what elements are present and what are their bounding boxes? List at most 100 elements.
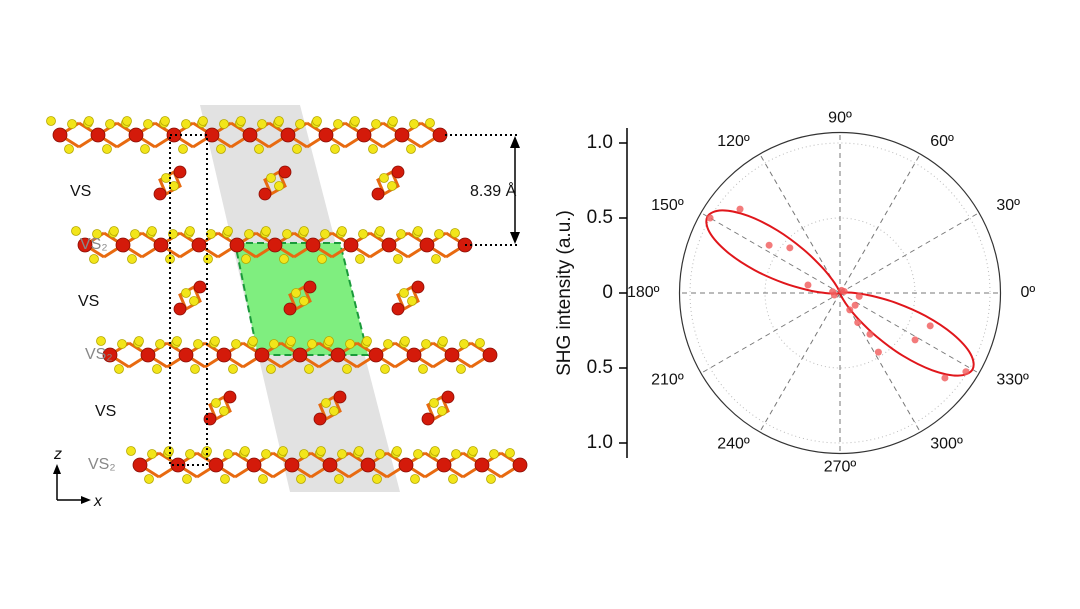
angle-grid: [700, 212, 841, 294]
s-atom: [178, 144, 188, 154]
s-atom: [89, 254, 99, 264]
v-atom: [173, 302, 187, 316]
v-atom: [258, 187, 272, 201]
angle-label: 270º: [824, 459, 857, 476]
angle-label: 0º: [1021, 284, 1036, 301]
s-atom: [261, 449, 271, 459]
s-atom: [144, 474, 154, 484]
s-atom: [152, 364, 162, 374]
s-atom: [257, 119, 267, 129]
s-atom: [182, 474, 192, 484]
s-atom: [400, 336, 410, 346]
angle-grid: [839, 212, 980, 294]
angle-grid: [839, 292, 980, 374]
s-atom: [421, 339, 431, 349]
v-atom: [140, 347, 156, 363]
v-atom: [356, 127, 372, 143]
s-atom: [334, 474, 344, 484]
data-point: [840, 287, 848, 295]
v-atom: [441, 390, 455, 404]
layer-label: VS: [78, 293, 99, 310]
s-atom: [371, 119, 381, 129]
s-atom: [274, 116, 284, 126]
s-atom: [198, 116, 208, 126]
s-atom: [219, 119, 229, 129]
s-atom: [109, 226, 119, 236]
v-atom: [242, 127, 258, 143]
s-atom: [155, 339, 165, 349]
s-atom: [459, 339, 469, 349]
s-atom: [451, 449, 461, 459]
v-atom: [191, 237, 207, 253]
s-atom: [345, 339, 355, 349]
s-atom: [278, 446, 288, 456]
s-atom: [425, 118, 435, 128]
s-atom: [438, 336, 448, 346]
s-atom: [368, 144, 378, 154]
s-atom: [220, 474, 230, 484]
s-atom: [337, 226, 347, 236]
s-atom: [189, 296, 199, 306]
v-atom: [444, 347, 460, 363]
angle-label: 240º: [717, 435, 750, 452]
data-point: [846, 306, 854, 314]
v-atom: [254, 347, 270, 363]
s-atom: [418, 364, 428, 374]
v-atom: [394, 127, 410, 143]
s-atom: [375, 226, 385, 236]
data-point: [911, 336, 919, 344]
v-atom: [381, 237, 397, 253]
s-atom: [274, 181, 284, 191]
s-atom: [190, 364, 200, 374]
s-atom: [299, 226, 309, 236]
s-atom: [96, 336, 106, 346]
y-tick-label: 1.0: [587, 132, 613, 153]
v-atom: [90, 127, 106, 143]
s-atom: [223, 226, 233, 236]
angle-grid: [700, 292, 841, 374]
s-atom: [342, 364, 352, 374]
angle-grid: [839, 153, 921, 294]
data-point: [926, 322, 934, 330]
v-atom: [391, 165, 405, 179]
v-atom: [102, 347, 118, 363]
v-atom: [115, 237, 131, 253]
s-atom: [117, 339, 127, 349]
s-atom: [266, 173, 276, 183]
s-atom: [468, 446, 478, 456]
v-atom: [203, 412, 217, 426]
arrow-head: [53, 464, 61, 474]
annotations: 8.39 Å VS VS₂ VS VS₂ VS VS₂ z x: [53, 134, 520, 510]
v-atom: [474, 457, 490, 473]
data-point: [941, 374, 949, 382]
v-atom: [128, 127, 144, 143]
s-atom: [316, 446, 326, 456]
crystal-structure: [46, 105, 528, 492]
v-atom: [406, 347, 422, 363]
s-atom: [261, 226, 271, 236]
v-atom: [432, 127, 448, 143]
angle-label: 30º: [996, 197, 1020, 214]
data-point: [855, 292, 863, 300]
s-atom: [254, 144, 264, 154]
s-atom: [388, 116, 398, 126]
v-atom: [368, 347, 384, 363]
v-atom: [313, 412, 327, 426]
v-atom: [360, 457, 376, 473]
layer-label: VS₂: [88, 456, 116, 473]
s-atom: [282, 229, 292, 239]
s-atom: [437, 406, 447, 416]
s-atom: [185, 449, 195, 459]
s-atom: [434, 229, 444, 239]
v-atom: [371, 187, 385, 201]
s-atom: [219, 406, 229, 416]
v-atom: [153, 237, 169, 253]
v-atom: [284, 457, 300, 473]
arrow-head: [81, 496, 91, 504]
s-atom: [333, 119, 343, 129]
s-atom: [134, 336, 144, 346]
s-atom: [431, 254, 441, 264]
v-atom: [280, 127, 296, 143]
s-atom: [456, 364, 466, 374]
angle-label: 300º: [930, 435, 963, 452]
